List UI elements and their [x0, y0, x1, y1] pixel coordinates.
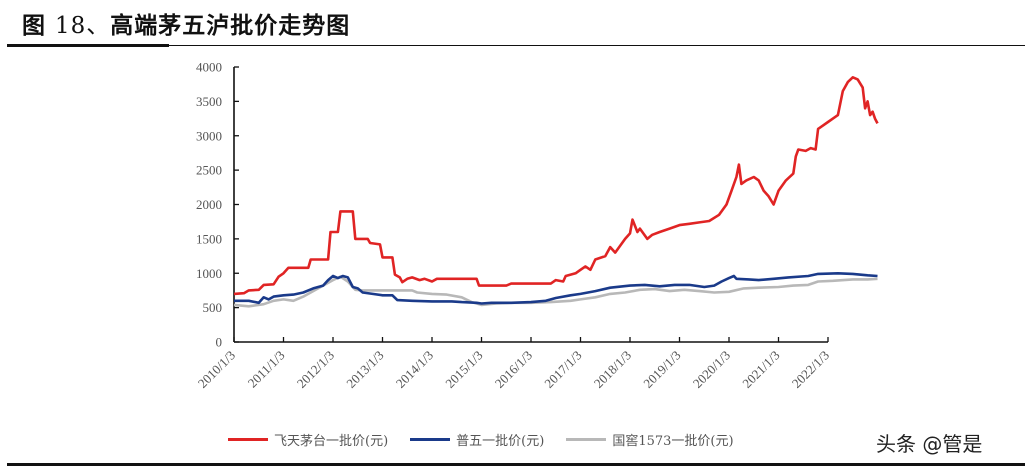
x-tick-label: 2010/1/3: [195, 348, 238, 391]
legend-swatch-gray: [566, 438, 607, 441]
x-tick-label: 2016/1/3: [492, 348, 535, 391]
y-tick-label: 1000: [196, 266, 222, 281]
y-tick-label: 2500: [196, 163, 222, 178]
legend-label: 飞天茅台一批价(元): [274, 434, 389, 449]
x-axis: 2010/1/3 2011/1/3 2012/1/3 2013/1/3 2014/1/3…: [195, 337, 832, 391]
series-line: [233, 76, 879, 296]
series-line: [234, 272, 878, 305]
figure-number: 18、: [55, 13, 111, 39]
y-tick-label: 3000: [196, 128, 222, 143]
figure-title-text: 高端茅五泸批价走势图: [110, 12, 351, 39]
x-tick-label: 2013/1/3: [343, 348, 386, 391]
y-tick-label: 4000: [196, 60, 222, 75]
figure-title: 图 18、高端茅五泸批价走势图: [22, 6, 350, 40]
chart-legend: 飞天茅台一批价(元) 普五一批价(元) 国窖1573一批价(元): [228, 430, 756, 449]
x-tick-label: 2011/1/3: [245, 348, 288, 391]
x-tick-label: 2017/1/3: [541, 348, 584, 391]
watermark: 头条 @管是: [876, 432, 983, 456]
legend-swatch-red: [228, 438, 268, 441]
x-tick-label: 2012/1/3: [294, 348, 337, 391]
y-tick-label: 0: [216, 335, 223, 350]
x-tick-label: 2021/1/3: [739, 348, 782, 391]
legend-item-moutai: 飞天茅台一批价(元): [228, 430, 388, 449]
x-tick-label: 2020/1/3: [690, 348, 733, 391]
x-tick-label: 2018/1/3: [591, 348, 634, 391]
legend-item-guojiao: 国窖1573一批价(元): [566, 430, 734, 449]
y-tick-label: 1500: [196, 231, 222, 246]
y-tick-label: 500: [203, 300, 223, 315]
series-lines: [233, 76, 879, 308]
title-rule-thin: [169, 45, 1025, 46]
title-rule-thick: [7, 44, 169, 47]
bottom-rule: [7, 463, 1025, 466]
x-tick-label: 2015/1/3: [442, 348, 485, 391]
y-tick-label: 2000: [196, 197, 222, 212]
figure-title-prefix: 图: [22, 12, 46, 39]
x-tick-label: 2014/1/3: [393, 348, 436, 391]
x-tick-label: 2022/1/3: [789, 348, 832, 391]
legend-item-wuliangye: 普五一批价(元): [410, 430, 544, 449]
legend-label: 国窖1573一批价(元): [612, 434, 734, 449]
x-tick-label: 2019/1/3: [640, 348, 683, 391]
legend-swatch-navy: [410, 438, 451, 441]
y-tick-label: 3500: [196, 94, 222, 109]
legend-label: 普五一批价(元): [456, 434, 545, 449]
y-axis: 0 500 1000 1500 2000 2500 3000 3500 4000: [196, 60, 239, 350]
